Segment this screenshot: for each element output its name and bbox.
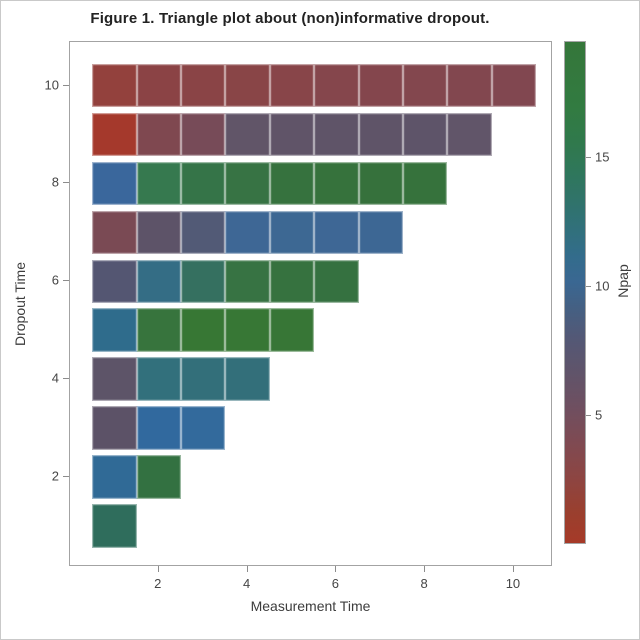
heatmap-cell	[136, 112, 181, 157]
heatmap-cell	[358, 210, 403, 255]
heatmap-cell	[225, 161, 270, 206]
heatmap-cell	[314, 112, 359, 157]
x-axis-title: Measurement Time	[250, 598, 371, 614]
heatmap-cell	[402, 161, 448, 206]
heatmap-cell	[358, 63, 403, 108]
x-tick-mark	[246, 566, 248, 572]
heatmap-cell	[136, 63, 181, 108]
heatmap-cell	[269, 210, 315, 255]
legend-tick-label: 10	[595, 278, 610, 294]
heatmap-cell	[491, 63, 537, 108]
y-tick-label: 2	[51, 468, 59, 484]
x-tick-label: 8	[420, 576, 428, 591]
heatmap-cell	[225, 308, 270, 352]
heatmap-cell	[314, 161, 359, 206]
heatmap-cell	[225, 210, 270, 255]
y-tick-label: 8	[51, 174, 59, 190]
heatmap-cell	[269, 161, 315, 206]
heatmap-cell	[314, 259, 359, 303]
heatmap-cell	[447, 112, 492, 157]
heatmap-cell	[180, 259, 226, 303]
legend-tick-mark	[586, 286, 591, 288]
heatmap-cell	[225, 63, 270, 108]
heatmap-cell	[136, 455, 181, 499]
y-tick-label: 10	[44, 77, 59, 93]
heatmap-cell	[92, 63, 137, 108]
heatmap-cell	[92, 161, 137, 206]
legend-gradient-bar	[564, 41, 586, 544]
x-tick-label: 4	[242, 576, 251, 591]
heatmap-cell	[92, 308, 137, 352]
heatmap-cell	[180, 406, 226, 450]
y-tick-label: 6	[51, 272, 59, 288]
heatmap-cell	[402, 63, 448, 108]
heatmap-cell	[92, 210, 137, 255]
x-tick-label: 2	[154, 576, 162, 591]
legend-title: Npap	[615, 264, 631, 298]
x-tick-label: 6	[331, 576, 339, 591]
heatmap-cell	[447, 63, 492, 108]
heatmap-cell	[92, 455, 137, 499]
x-tick-label: 10	[505, 576, 521, 591]
heatmap-cell	[269, 259, 315, 303]
heatmap-cell	[136, 259, 181, 303]
heatmap-cell	[136, 357, 181, 401]
heatmap-cell	[269, 112, 315, 157]
heatmap-cell	[402, 112, 448, 157]
heatmap-cell	[136, 161, 181, 206]
y-tick-mark	[63, 182, 69, 184]
heatmap-cell	[92, 357, 137, 401]
y-tick-mark	[63, 378, 69, 380]
x-tick-mark	[157, 566, 159, 572]
heatmap-cell	[92, 406, 137, 450]
y-axis-title: Dropout Time	[12, 261, 28, 347]
heatmap-cell	[358, 161, 403, 206]
heatmap-cell	[136, 308, 181, 352]
x-tick-mark	[335, 566, 337, 572]
heatmap-cell	[314, 210, 359, 255]
legend-tick-mark	[586, 157, 591, 159]
plot-area	[69, 41, 552, 566]
y-tick-mark	[63, 280, 69, 282]
heatmap-cell	[269, 308, 315, 352]
y-tick-label: 4	[51, 370, 59, 386]
legend-tick-mark	[586, 415, 591, 417]
y-tick-mark	[63, 84, 69, 86]
heatmap-cell	[269, 63, 315, 108]
heatmap-cell	[314, 63, 359, 108]
legend-tick-label: 15	[595, 149, 610, 165]
heatmap-cell	[92, 112, 137, 157]
heatmap-cell	[180, 210, 226, 255]
heatmap-cell	[358, 112, 403, 157]
heatmap-cell	[180, 161, 226, 206]
heatmap-cell	[92, 259, 137, 303]
heatmap-cell	[225, 112, 270, 157]
x-tick-mark	[424, 566, 426, 572]
y-tick-mark	[63, 475, 69, 477]
heatmap-cell	[180, 308, 226, 352]
figure-title: Figure 1. Triangle plot about (non)infor…	[90, 10, 490, 27]
legend-tick-label: 5	[595, 407, 603, 423]
heatmap-cell	[92, 504, 137, 548]
heatmap-cell	[225, 357, 270, 401]
x-tick-mark	[512, 566, 514, 572]
heatmap-cell	[180, 112, 226, 157]
heatmap-cell	[180, 357, 226, 401]
heatmap-cell	[225, 259, 270, 303]
heatmap-cell	[136, 406, 181, 450]
heatmap-cell	[136, 210, 181, 255]
heatmap-cell	[180, 63, 226, 108]
